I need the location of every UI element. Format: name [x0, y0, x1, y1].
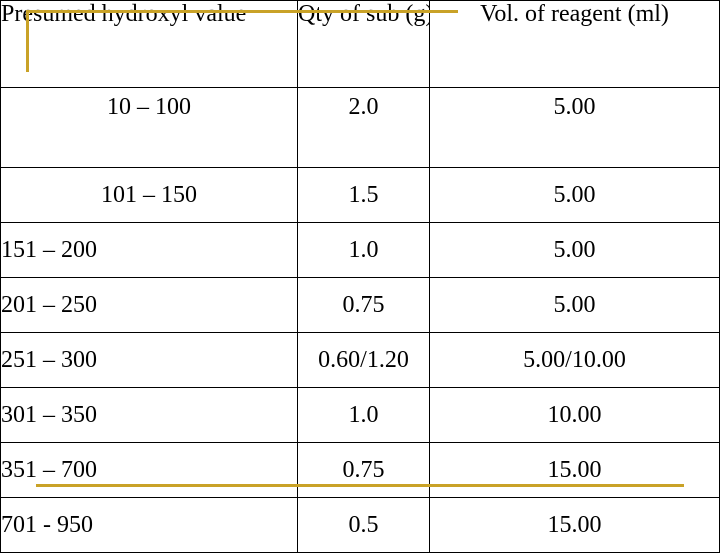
cell-qty: 1.5 — [297, 167, 430, 223]
table-row: 151 – 200 1.0 5.00 — [0, 222, 720, 278]
cell-volume: 5.00 — [429, 167, 720, 223]
cell-qty: 2.0 — [297, 87, 430, 168]
cell-volume: 15.00 — [429, 442, 720, 498]
cell-qty: 0.60/1.20 — [297, 332, 430, 388]
cell-hydroxyl-range: 351 – 700 — [0, 442, 298, 498]
cell-volume: 5.00/10.00 — [429, 332, 720, 388]
cell-qty: 0.5 — [297, 497, 430, 553]
cell-qty: 1.0 — [297, 387, 430, 443]
cell-qty: 0.75 — [297, 442, 430, 498]
table-row: 351 – 700 0.75 15.00 — [0, 442, 720, 498]
cell-hydroxyl-range: 101 – 150 — [0, 167, 298, 223]
cell-volume: 5.00 — [429, 87, 720, 168]
table-row: 701 - 950 0.5 15.00 — [0, 497, 720, 553]
cell-volume: 5.00 — [429, 222, 720, 278]
cell-hydroxyl-range: 301 – 350 — [0, 387, 298, 443]
table-row: 101 – 150 1.5 5.00 — [0, 167, 720, 223]
cell-hydroxyl-range: 201 – 250 — [0, 277, 298, 333]
table-row: 251 – 300 0.60/1.20 5.00/10.00 — [0, 332, 720, 388]
accent-line-top — [26, 10, 458, 13]
header-hydroxyl-value: Presumed hydroxyl value — [0, 0, 298, 88]
cell-hydroxyl-range: 701 - 950 — [0, 497, 298, 553]
table-row: 201 – 250 0.75 5.00 — [0, 277, 720, 333]
cell-qty: 0.75 — [297, 277, 430, 333]
table-row: 301 – 350 1.0 10.00 — [0, 387, 720, 443]
cell-hydroxyl-range: 151 – 200 — [0, 222, 298, 278]
accent-line-vertical — [26, 10, 29, 72]
header-qty-of-sub: Qty of sub (g) — [297, 0, 430, 88]
header-row: Presumed hydroxyl value Qty of sub (g) V… — [0, 0, 720, 88]
cell-hydroxyl-range: 251 – 300 — [0, 332, 298, 388]
cell-volume: 5.00 — [429, 277, 720, 333]
cell-volume: 15.00 — [429, 497, 720, 553]
cell-volume: 10.00 — [429, 387, 720, 443]
cell-qty: 1.0 — [297, 222, 430, 278]
cell-hydroxyl-range: 10 – 100 — [0, 87, 298, 168]
accent-line-bottom — [36, 484, 684, 487]
header-vol-of-reagent: Vol. of reagent (ml) — [429, 0, 720, 88]
table-row: 10 – 100 2.0 5.00 — [0, 87, 720, 168]
